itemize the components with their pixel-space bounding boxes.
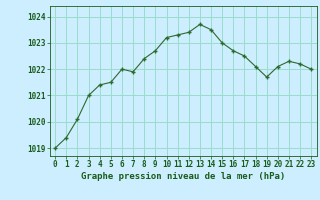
X-axis label: Graphe pression niveau de la mer (hPa): Graphe pression niveau de la mer (hPa) [81, 172, 285, 181]
